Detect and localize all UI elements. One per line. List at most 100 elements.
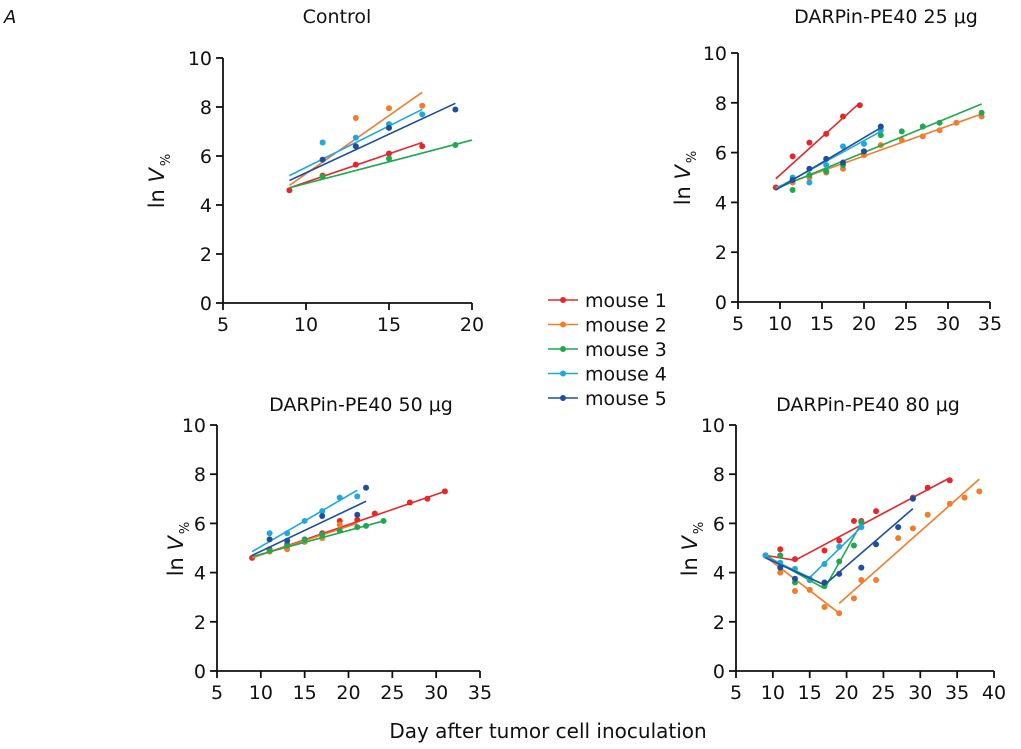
y-tick-label: 0 [715,292,727,314]
x-tick-label: 30 [908,682,932,704]
fit-line-mouse-4 [809,526,862,579]
legend-label: mouse 3 [585,339,667,361]
legend-swatch-dot [560,297,566,303]
y-tick-label: 2 [194,612,206,634]
data-point-mouse-3 [336,527,343,534]
x-tick-label: 20 [336,682,360,704]
x-tick-label: 15 [810,313,834,335]
data-point-mouse-1 [924,484,931,491]
x-tick-label: 35 [468,682,492,704]
x-tick-label: 5 [732,313,744,335]
y-axis-label: ln V% [678,522,707,577]
y-tick-label: 6 [200,146,212,168]
y-tick-label: 10 [188,48,212,70]
data-point-mouse-5 [363,484,370,491]
data-point-mouse-3 [777,552,784,559]
data-point-mouse-2 [946,500,953,507]
x-tick-label: 10 [249,682,273,704]
legend-label: mouse 4 [585,364,667,386]
y-tick-label: 6 [713,513,725,535]
series-mouse-5 [765,495,916,586]
data-point-mouse-2 [352,115,359,122]
series-mouse-3 [765,519,865,590]
data-point-mouse-3 [919,123,926,130]
data-point-mouse-5 [823,155,830,162]
chart-title: DARPin-PE40 25 μg [794,6,978,28]
legend-swatch-dot [560,395,566,401]
data-point-mouse-5 [806,165,813,172]
data-point-mouse-5 [266,536,273,543]
legend-swatch-dot [560,321,566,328]
data-point-mouse-2 [976,488,983,495]
data-point-mouse-3 [850,542,857,549]
data-point-mouse-3 [877,132,884,139]
series-mouse-2 [762,478,983,617]
data-point-mouse-4 [336,494,343,501]
data-point-mouse-2 [898,137,905,144]
x-tick-label: 25 [380,682,404,704]
data-point-mouse-3 [823,168,830,175]
legend-item-mouse-1: mouse 1 [548,290,667,312]
shared-x-axis-label: Day after tumor cell inoculation [389,719,706,743]
data-point-mouse-3 [898,128,905,135]
legend-label: mouse 5 [585,388,667,410]
y-tick-label: 2 [200,244,212,266]
data-point-mouse-5 [877,123,884,130]
data-point-mouse-5 [840,159,846,166]
y-tick-label: 8 [200,97,212,119]
chart-control: Control ln V% 0 2 4 6 8 10 5 10 15 20 [145,6,484,336]
y-tick-label: 8 [713,464,725,486]
chart-darpin-50ug: DARPin-PE40 50 μg ln V% 0 2 4 6 8 10 5 10 15 20 25 30… [164,394,492,704]
fit-line-mouse-5 [251,500,367,557]
data-point-mouse-3 [354,524,361,531]
y-tick-label: 6 [194,513,206,535]
x-tick-label: 25 [894,313,918,335]
data-point-mouse-1 [406,499,413,506]
data-point-mouse-4 [823,162,830,169]
series-mouse-3 [289,139,473,189]
y-axis-label: ln V% [164,522,193,577]
data-point-mouse-5 [789,176,796,183]
data-point-mouse-3 [836,558,843,565]
data-point-mouse-5 [791,575,798,582]
chart-title: Control [303,6,372,28]
y-tick-label: 0 [200,293,212,315]
data-point-mouse-3 [363,522,370,529]
fit-line-mouse-5 [765,557,825,586]
series-mouse-1 [286,141,426,194]
x-tick-label: 10 [294,314,318,336]
data-point-mouse-3 [380,517,387,524]
data-point-mouse-4 [836,543,843,550]
data-point-mouse-1 [441,488,448,495]
series-mouse-5 [289,102,459,182]
data-point-mouse-4 [319,139,326,146]
data-point-mouse-5 [386,124,392,131]
data-point-mouse-4 [352,134,359,141]
data-point-mouse-2 [895,535,902,542]
data-point-mouse-2 [850,595,857,602]
legend-item-mouse-4: mouse 4 [548,364,667,386]
y-axis-label: ln V% [145,154,174,209]
y-tick-label: 10 [703,43,727,65]
data-point-mouse-2 [858,576,865,583]
fit-line-mouse-5 [289,102,456,182]
data-point-mouse-1 [386,150,392,157]
data-point-mouse-1 [840,113,846,120]
data-point-mouse-2 [419,102,426,109]
data-point-mouse-3 [301,536,308,543]
data-point-mouse-1 [836,537,843,544]
data-point-mouse-3 [284,542,291,549]
data-point-mouse-5 [352,143,359,150]
y-tick-label: 4 [715,192,727,214]
data-point-mouse-2 [791,588,798,595]
data-point-mouse-5 [284,537,291,544]
data-point-mouse-3 [452,141,459,148]
data-point-mouse-2 [806,586,813,593]
data-point-mouse-1 [352,161,359,168]
data-point-mouse-1 [850,517,857,524]
data-point-mouse-1 [286,187,293,194]
x-tick-label: 5 [217,314,229,336]
chart-title: DARPin-PE40 80 μg [776,394,960,416]
data-point-mouse-1 [791,556,798,563]
